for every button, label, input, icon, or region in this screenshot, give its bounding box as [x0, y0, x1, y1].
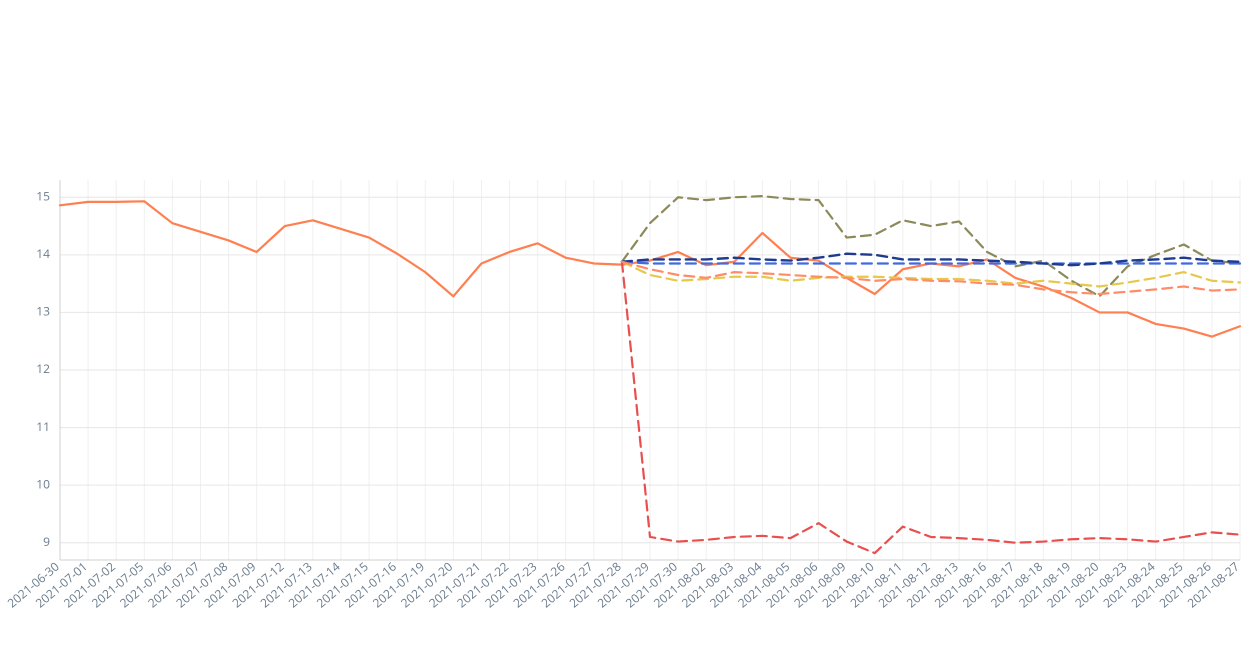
y-tick-label: 15: [36, 187, 50, 204]
y-tick-label: 13: [36, 303, 50, 320]
y-tick-label: 12: [36, 360, 50, 377]
chart-svg: 91011121314152021-06-302021-07-012021-07…: [0, 0, 1250, 660]
forecast-chart: Ford MotorTrivialIdentity (base) (RMSE :…: [0, 0, 1250, 660]
y-tick-label: 11: [36, 418, 50, 435]
y-tick-label: 10: [36, 475, 50, 492]
y-tick-label: 9: [43, 533, 50, 550]
y-tick-label: 14: [36, 245, 50, 262]
